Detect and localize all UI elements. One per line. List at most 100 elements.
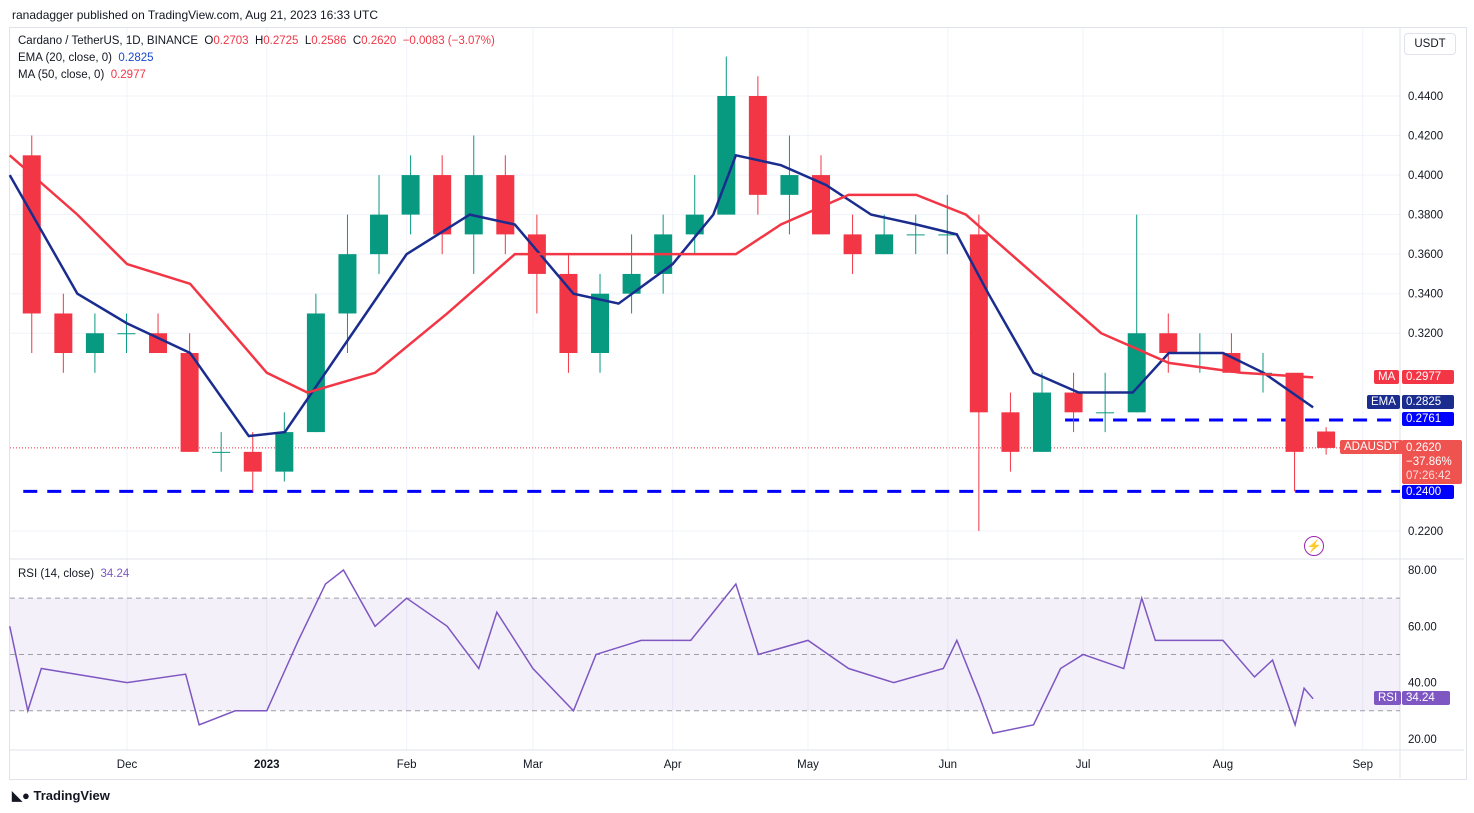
- percent-change: −37.86%: [1406, 456, 1452, 468]
- candle-body: [85, 333, 104, 354]
- low-value: 0.2586: [311, 35, 347, 47]
- candle-body: [717, 96, 736, 215]
- publisher-caption: ranadagger published on TradingView.com,…: [12, 8, 379, 22]
- candle-body: [401, 175, 420, 215]
- candle-body: [748, 96, 767, 195]
- candle-body: [591, 293, 610, 354]
- rsi-tick-label: 40.00: [1408, 678, 1437, 690]
- time-tick-label: Apr: [664, 759, 682, 771]
- ema-legend[interactable]: EMA (20, close, 0) 0.2825: [18, 52, 154, 64]
- candle-body: [22, 155, 41, 314]
- open-value: 0.2703: [213, 35, 249, 47]
- tv-logo-icon: ◣●: [12, 788, 30, 803]
- price-tick-label: 0.2200: [1408, 526, 1443, 538]
- candle-body: [370, 214, 389, 255]
- symbol-legend: Cardano / TetherUS, 1D, BINANCE O0.2703 …: [18, 35, 495, 47]
- chart-frame: [9, 27, 1467, 780]
- open-label: O: [204, 35, 214, 47]
- candle-body: [275, 432, 294, 472]
- candle-body: [875, 234, 894, 255]
- time-tick-label: 2023: [254, 759, 280, 771]
- candle-body: [843, 234, 862, 255]
- symbol-name[interactable]: Cardano / TetherUS, 1D, BINANCE: [18, 35, 199, 47]
- candle-body: [433, 175, 452, 235]
- candle-body: [1159, 333, 1178, 354]
- time-tick-label: May: [797, 759, 819, 771]
- candle-body: [559, 273, 578, 354]
- rsi-value-tag: 34.24: [1402, 691, 1450, 705]
- time-tick-label: Dec: [117, 759, 138, 771]
- symbol-tag: ADAUSDT: [1340, 440, 1403, 454]
- candle-body: [243, 451, 262, 472]
- candle-body: [1033, 392, 1051, 452]
- candle-body: [780, 175, 799, 195]
- ema-tag: EMA: [1367, 395, 1400, 409]
- rsi-tick-label: 20.00: [1408, 734, 1437, 746]
- candle-body: [180, 353, 199, 452]
- low-label: L: [304, 35, 312, 47]
- price-tick-label: 0.4200: [1408, 131, 1443, 143]
- ema-price-tag: 0.2825: [1402, 395, 1454, 409]
- ema-label: EMA (20, close, 0): [18, 52, 112, 64]
- rsi-tick-label: 60.00: [1408, 621, 1437, 633]
- candle-body: [1285, 372, 1304, 452]
- candle-body: [812, 175, 831, 235]
- ma-value: 0.2977: [110, 69, 146, 81]
- candle-body: [1317, 431, 1336, 448]
- ma-legend[interactable]: MA (50, close, 0) 0.2977: [18, 69, 146, 81]
- time-tick-label: Jul: [1076, 759, 1091, 771]
- price-tick-label: 0.4000: [1408, 170, 1443, 182]
- bar-countdown: 07:26:42: [1406, 470, 1451, 482]
- rsi-line: [9, 568, 1314, 735]
- lightning-icon[interactable]: ⚡: [1304, 536, 1324, 556]
- price-tick-label: 0.3200: [1408, 328, 1443, 340]
- ma-price-tag: 0.2977: [1402, 370, 1454, 384]
- rsi-tag: RSI: [1374, 691, 1402, 705]
- candle-body: [496, 175, 515, 235]
- ema-value: 0.2825: [118, 52, 154, 64]
- candle-body: [117, 333, 136, 335]
- time-tick-label: Sep: [1353, 759, 1373, 771]
- price-tick-label: 0.3800: [1408, 210, 1443, 222]
- currency-button[interactable]: USDT: [1404, 33, 1456, 55]
- candle-body: [1001, 412, 1020, 452]
- candle-body: [306, 313, 325, 433]
- change-value: −0.0083 (−3.07%): [402, 35, 495, 47]
- ma-tag: MA: [1374, 370, 1400, 384]
- candle-body: [149, 333, 168, 354]
- rsi-tick-label: 80.00: [1408, 565, 1437, 577]
- candle-body: [54, 313, 73, 354]
- candle-body: [906, 234, 925, 236]
- time-tick-label: Jun: [939, 759, 958, 771]
- rsi-value: 34.24: [100, 568, 130, 580]
- candle-body: [622, 273, 641, 294]
- last-price: 0.2620: [1406, 442, 1442, 454]
- close-label: C: [352, 35, 362, 47]
- time-tick-label: Mar: [523, 759, 543, 771]
- high-value: 0.2725: [263, 35, 299, 47]
- close-value: 0.2620: [361, 35, 397, 47]
- candle-body: [685, 214, 704, 235]
- price-tick-label: 0.3400: [1408, 289, 1443, 301]
- rsi-label: RSI (14, close): [18, 568, 95, 580]
- ema-line: [8, 153, 1314, 438]
- support-price-tag: 0.2400: [1402, 485, 1454, 499]
- level-price-tag: 0.2761: [1402, 412, 1454, 426]
- last-price-tag: 0.2620 −37.86% 07:26:42: [1402, 440, 1462, 484]
- ma-line: [8, 154, 1314, 394]
- candle-body: [464, 175, 483, 235]
- price-tick-label: 0.4400: [1408, 91, 1443, 103]
- ma-label: MA (50, close, 0): [18, 69, 105, 81]
- time-tick-label: Aug: [1213, 759, 1233, 771]
- rsi-legend[interactable]: RSI (14, close) 34.24: [18, 568, 129, 580]
- price-tick-label: 0.3600: [1408, 249, 1443, 261]
- logo-text: TradingView: [33, 788, 110, 803]
- tradingview-logo[interactable]: ◣● TradingView: [12, 788, 110, 804]
- candle-body: [1096, 412, 1115, 414]
- time-tick-label: Feb: [397, 759, 417, 771]
- candle-body: [938, 234, 957, 236]
- candle-body: [969, 234, 988, 413]
- candle-body: [212, 451, 231, 453]
- candle-body: [1064, 392, 1083, 413]
